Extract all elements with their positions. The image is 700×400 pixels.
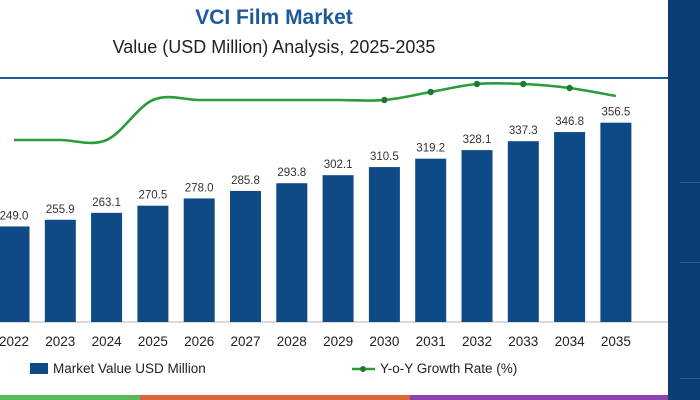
x-tick-label-2027: 2027: [230, 334, 260, 349]
bar-2028: [276, 183, 308, 322]
bar-label-2032: 328.1: [463, 134, 492, 146]
bar-2023: [44, 219, 76, 322]
x-tick-label-2034: 2034: [555, 334, 586, 349]
footer-stripe-purple: [410, 395, 668, 400]
growth-point-2030: [381, 96, 388, 104]
bar-2025: [137, 205, 169, 322]
x-tick-label-2031: 2031: [416, 334, 446, 349]
title-divider: [0, 77, 668, 79]
bar-label-2028: 293.8: [277, 167, 306, 179]
bar-2029: [322, 175, 354, 322]
x-tick-label-2028: 2028: [277, 334, 307, 349]
legend-label-growth-rate: Y-o-Y Growth Rate (%): [380, 361, 517, 376]
growth-point-2032: [473, 80, 481, 88]
chart-title: VCI Film Market: [195, 6, 353, 29]
bar-label-2027: 285.8: [231, 175, 260, 187]
legend-marker-growth-rate: [360, 366, 366, 372]
x-tick-label-2025: 2025: [138, 334, 168, 349]
side-panel-divider: [680, 378, 700, 379]
footer-stripe-green: [0, 395, 140, 400]
x-tick-label-2022: 2022: [0, 334, 29, 349]
bar-label-2030: 310.5: [370, 151, 399, 163]
growth-point-2033: [520, 80, 527, 88]
x-tick-label-2032: 2032: [462, 334, 492, 349]
x-tick-label-2026: 2026: [184, 334, 214, 349]
bar-label-2034: 346.8: [555, 116, 584, 128]
x-tick-label-2035: 2035: [601, 334, 631, 349]
bar-2027: [230, 190, 261, 322]
side-panel: [668, 0, 700, 400]
bar-2026: [183, 198, 215, 322]
bar-2032: [461, 150, 493, 322]
chart-subtitle: Value (USD Million) Analysis, 2025-2035: [112, 37, 436, 57]
bar-2024: [91, 212, 123, 322]
growth-point-2034: [566, 84, 573, 92]
bar-2031: [415, 158, 447, 322]
legend-swatch-market-value: [30, 363, 48, 374]
growth-rate-line: [14, 81, 617, 145]
bar-label-2025: 270.5: [139, 190, 168, 202]
legend-label-market-value: Market Value USD Million: [53, 361, 206, 376]
growth-point-2031: [427, 88, 434, 96]
x-tick-label-2030: 2030: [369, 334, 399, 349]
footer-stripe-orange: [140, 395, 410, 400]
bar-2022: [0, 226, 30, 322]
bar-label-2029: 302.1: [324, 159, 353, 171]
bar-label-2035: 356.5: [602, 107, 631, 119]
bar-2033: [507, 141, 539, 322]
bar-2030: [368, 167, 400, 322]
chart-svg: 249.0 255.9 263.1 270.5 278.0 285.8 293.8 302.1…: [0, 80, 668, 376]
bar-label-2022: 249.0: [0, 210, 28, 222]
bar-label-2024: 263.1: [92, 197, 121, 209]
side-panel-divider: [680, 182, 700, 183]
x-tick-label-2029: 2029: [323, 334, 353, 349]
bar-label-2026: 278.0: [185, 182, 214, 194]
x-tick-label-2033: 2033: [508, 334, 538, 349]
x-tick-label-2023: 2023: [45, 334, 75, 349]
bar-label-2033: 337.3: [509, 125, 538, 137]
bar-2034: [554, 132, 586, 322]
bar-2035: [600, 122, 632, 322]
bar-label-2031: 319.2: [416, 143, 445, 155]
bar-label-2023: 255.9: [46, 204, 75, 216]
side-panel-divider: [680, 262, 700, 263]
x-tick-label-2024: 2024: [92, 334, 123, 349]
